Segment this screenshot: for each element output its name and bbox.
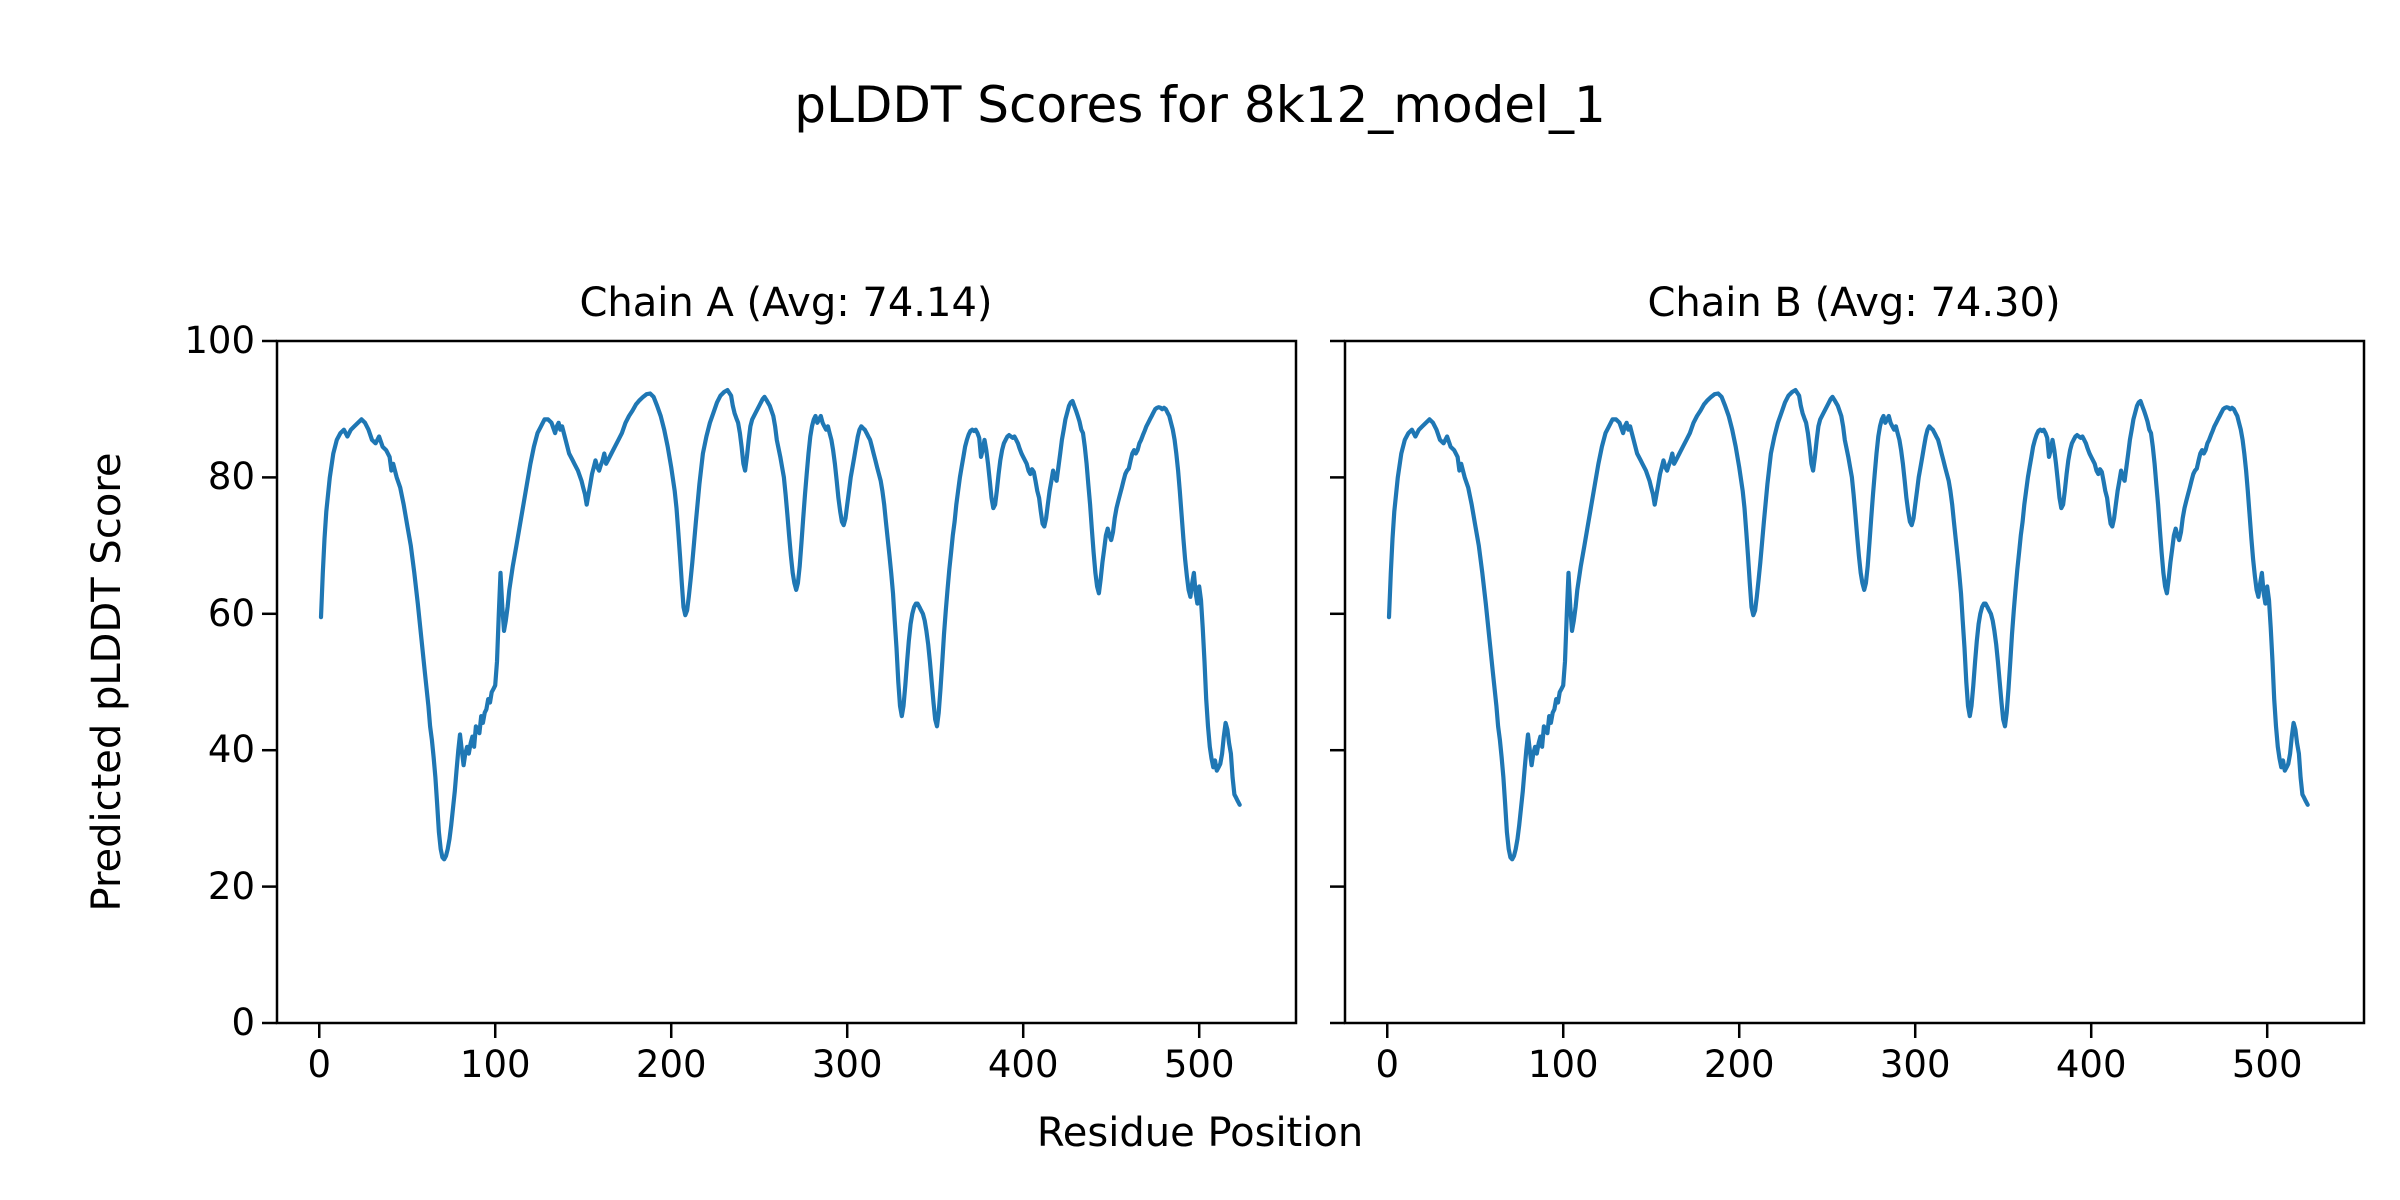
x-tick-label: 500 [2231,1043,2303,1086]
chain-b-subplot-title: Chain B (Avg: 74.30) [1647,280,2061,326]
x-tick-label: 200 [1703,1043,1775,1086]
x-tick-label: 300 [811,1043,883,1086]
x-tick-label: 400 [987,1043,1059,1086]
x-axis-label: Residue Position [1036,1110,1364,1156]
axes-spines [1343,339,2366,1025]
y-tick-label: 0 [231,1001,255,1044]
x-tick-label: 100 [459,1043,531,1086]
x-tick-label: 200 [635,1043,707,1086]
plddt-line-chain-b [1386,387,2310,862]
y-axis-label: Predicted pLDDT Score [84,452,130,912]
figure-title: pLDDT Scores for 8k12_model_1 [794,76,1606,134]
y-tick-label: 20 [207,864,255,908]
chain-a-subplot-title: Chain A (Avg: 74.14) [579,280,993,326]
y-tick-label: 100 [184,319,255,362]
x-tick-label: 0 [1375,1043,1399,1086]
x-tick-label: 100 [1527,1043,1599,1086]
y-tick-label: 60 [207,591,255,635]
chain-b-axes [1330,339,2366,1038]
y-tick-label: 80 [207,455,255,499]
chain-a-axes [262,339,1298,1038]
plddt-line-chain-a [318,387,1242,862]
x-tick-label: 0 [307,1043,331,1086]
x-tick-label: 300 [1879,1043,1951,1086]
x-tick-label: 500 [1163,1043,1235,1086]
axes-spines [275,339,1298,1025]
x-tick-label: 400 [2055,1043,2127,1086]
y-tick-label: 40 [207,728,255,772]
